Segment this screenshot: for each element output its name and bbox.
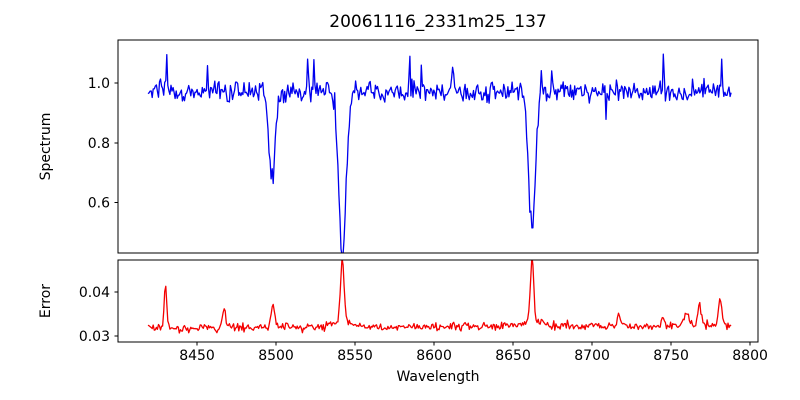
spectrum-y-axis: 1.0 0.8 0.6 [88, 76, 118, 211]
spectrum-panel-frame [117, 39, 759, 254]
x-tick-label: 8750 [653, 348, 689, 364]
x-tick-label: 8800 [732, 348, 768, 364]
x-axis: 8450 8500 8550 8600 8650 8700 8750 8800 [179, 342, 768, 364]
y-tick-label: 0.04 [79, 285, 110, 301]
y-axis-label-spectrum: Spectrum [38, 113, 54, 181]
x-tick-label: 8450 [179, 348, 215, 364]
x-tick-label: 8600 [416, 348, 452, 364]
error-line [147, 260, 732, 334]
y-axis-label-error: Error [38, 284, 54, 318]
x-axis-label: Wavelength [396, 369, 479, 385]
spectrum-line [147, 53, 732, 253]
error-y-axis: 0.04 0.03 [79, 285, 118, 345]
x-tick-label: 8550 [337, 348, 373, 364]
error-panel-frame [117, 259, 759, 343]
y-tick-label: 0.8 [88, 136, 110, 152]
x-tick-label: 8650 [495, 348, 531, 364]
chart-render-root: 1.0 0.8 0.6 0.04 0.03 8450 8500 8550 8600 8650 870… [79, 39, 768, 364]
x-tick-label: 8700 [574, 348, 610, 364]
chart-title: 20061116_2331m25_137 [329, 12, 546, 32]
y-tick-label: 0.03 [79, 329, 110, 345]
y-tick-label: 1.0 [88, 76, 110, 92]
y-tick-label: 0.6 [88, 195, 110, 211]
x-tick-label: 8500 [258, 348, 294, 364]
